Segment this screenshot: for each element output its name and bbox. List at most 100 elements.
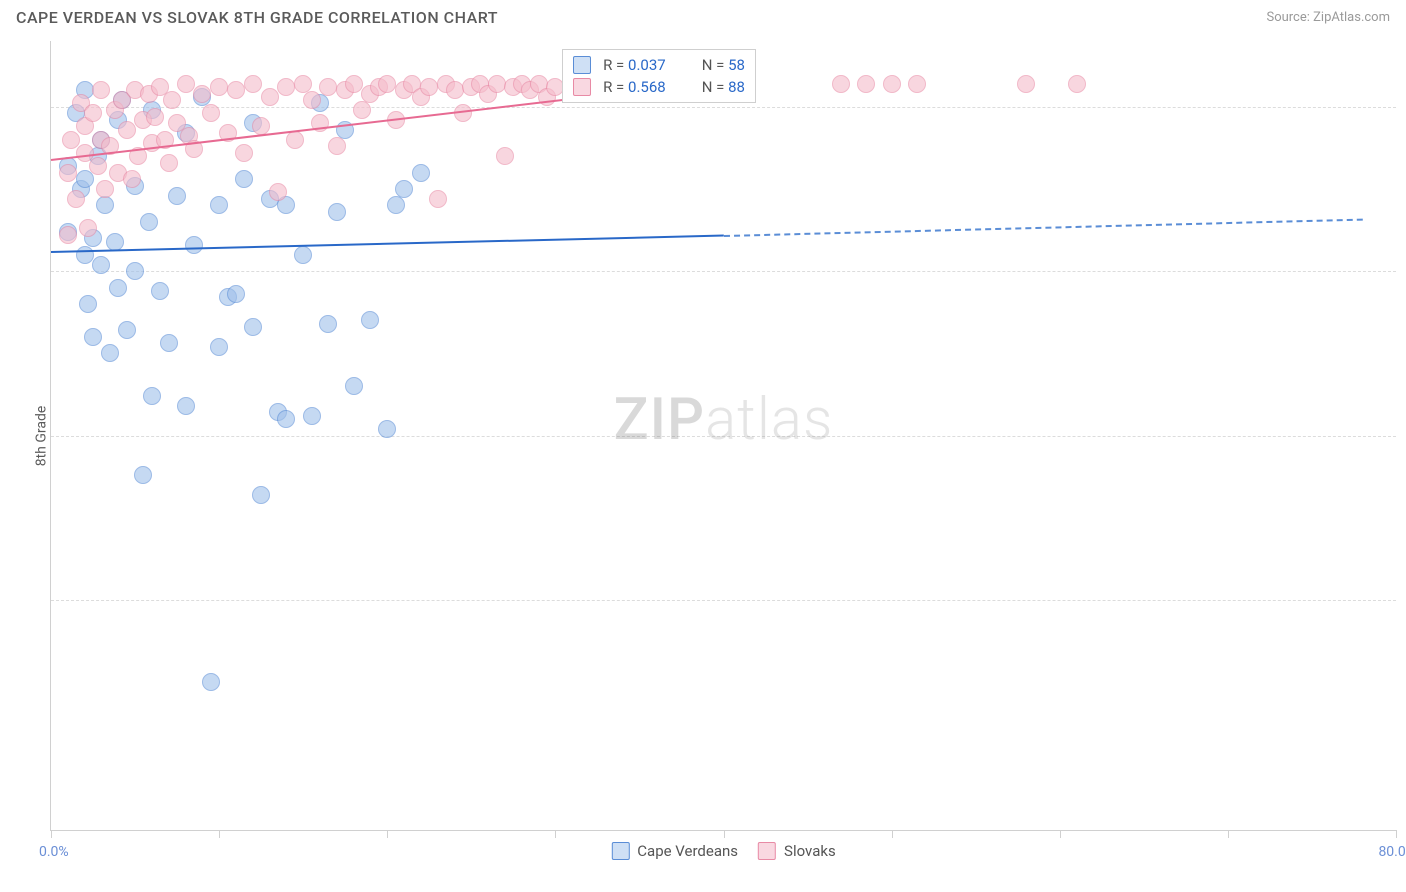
scatter-point [96, 196, 114, 214]
scatter-point [857, 75, 875, 93]
stats-row: R = 0.037 N = 58 [573, 54, 745, 76]
scatter-point [92, 81, 110, 99]
scatter-point [286, 131, 304, 149]
scatter-point [210, 338, 228, 356]
scatter-point [908, 75, 926, 93]
scatter-point [235, 144, 253, 162]
scatter-point [163, 91, 181, 109]
gridline [51, 600, 1396, 601]
scatter-point [883, 75, 901, 93]
stat-r-value: 0.568 [628, 78, 666, 96]
stat-n-label: N = 58 [702, 56, 745, 74]
legend-label: Slovaks [784, 842, 836, 860]
scatter-point [193, 85, 211, 103]
x-tick [387, 830, 388, 838]
chart-container: 8th Grade ZIPatlas 85.0%90.0%95.0%100.0%… [50, 41, 1396, 831]
swatch-icon [611, 842, 629, 860]
scatter-point [185, 236, 203, 254]
stat-n-label: N = 88 [702, 78, 745, 96]
x-tick [724, 830, 725, 838]
scatter-point [92, 256, 110, 274]
scatter-point [151, 282, 169, 300]
scatter-point [319, 315, 337, 333]
scatter-point [361, 311, 379, 329]
x-tick [1228, 830, 1229, 838]
scatter-point [832, 75, 850, 93]
scatter-point [101, 344, 119, 362]
scatter-point [210, 78, 228, 96]
gridline [51, 436, 1396, 437]
scatter-point [1068, 75, 1086, 93]
scatter-point [79, 219, 97, 237]
scatter-point [177, 397, 195, 415]
watermark-light: atlas [705, 386, 833, 454]
scatter-point [84, 328, 102, 346]
scatter-point [109, 279, 127, 297]
scatter-point [123, 170, 141, 188]
scatter-point [89, 157, 107, 175]
watermark: ZIPatlas [614, 386, 834, 454]
gridline [51, 271, 1396, 272]
scatter-point [1017, 75, 1035, 93]
scatter-point [118, 321, 136, 339]
scatter-point [446, 81, 464, 99]
trend-line [51, 235, 724, 253]
scatter-point [395, 180, 413, 198]
scatter-point [319, 78, 337, 96]
y-axis-label: 8th Grade [33, 405, 49, 466]
x-tick-label-max: 80.0% [1378, 844, 1406, 860]
x-tick-label-min: 0.0% [39, 844, 69, 860]
scatter-point [227, 81, 245, 99]
scatter-point [59, 226, 77, 244]
scatter-point [210, 196, 228, 214]
scatter-point [277, 410, 295, 428]
legend-item-slovaks: Slovaks [758, 842, 836, 860]
chart-source: Source: ZipAtlas.com [1266, 10, 1390, 25]
scatter-point [378, 420, 396, 438]
scatter-point [488, 75, 506, 93]
scatter-point [252, 486, 270, 504]
scatter-point [227, 285, 245, 303]
x-tick [219, 830, 220, 838]
stat-n-value: 58 [728, 56, 745, 74]
x-tick [1060, 830, 1061, 838]
stat-r-label: R = 0.568 [603, 78, 666, 96]
x-tick [555, 830, 556, 838]
scatter-point [160, 154, 178, 172]
stat-r-label: R = 0.037 [603, 56, 666, 74]
scatter-point [79, 295, 97, 313]
gridline [51, 107, 1396, 108]
chart-title: CAPE VERDEAN VS SLOVAK 8TH GRADE CORRELA… [16, 8, 498, 27]
scatter-point [496, 147, 514, 165]
scatter-point [106, 233, 124, 251]
stats-box: R = 0.037 N = 58 R = 0.568 N = 88 [562, 49, 756, 103]
stat-r-value: 0.037 [628, 56, 666, 74]
scatter-point [244, 75, 262, 93]
watermark-bold: ZIP [614, 386, 705, 454]
chart-header: CAPE VERDEAN VS SLOVAK 8TH GRADE CORRELA… [0, 0, 1406, 31]
legend-label: Cape Verdeans [637, 842, 738, 860]
stat-n-value: 88 [728, 78, 745, 96]
plot-area: ZIPatlas 85.0%90.0%95.0%100.0%0.0%80.0%R… [51, 41, 1396, 830]
scatter-point [294, 246, 312, 264]
scatter-point [303, 91, 321, 109]
swatch-icon [758, 842, 776, 860]
scatter-point [177, 75, 195, 93]
scatter-point [76, 246, 94, 264]
scatter-point [261, 88, 279, 106]
scatter-point [429, 190, 447, 208]
scatter-point [277, 78, 295, 96]
swatch-icon [573, 56, 591, 74]
x-tick [1396, 830, 1397, 838]
legend-item-cape-verdeans: Cape Verdeans [611, 842, 738, 860]
scatter-point [143, 387, 161, 405]
x-tick [892, 830, 893, 838]
scatter-point [146, 108, 164, 126]
scatter-point [345, 75, 363, 93]
scatter-point [378, 75, 396, 93]
scatter-point [84, 104, 102, 122]
scatter-point [160, 334, 178, 352]
scatter-point [412, 164, 430, 182]
scatter-point [328, 203, 346, 221]
scatter-point [59, 164, 77, 182]
